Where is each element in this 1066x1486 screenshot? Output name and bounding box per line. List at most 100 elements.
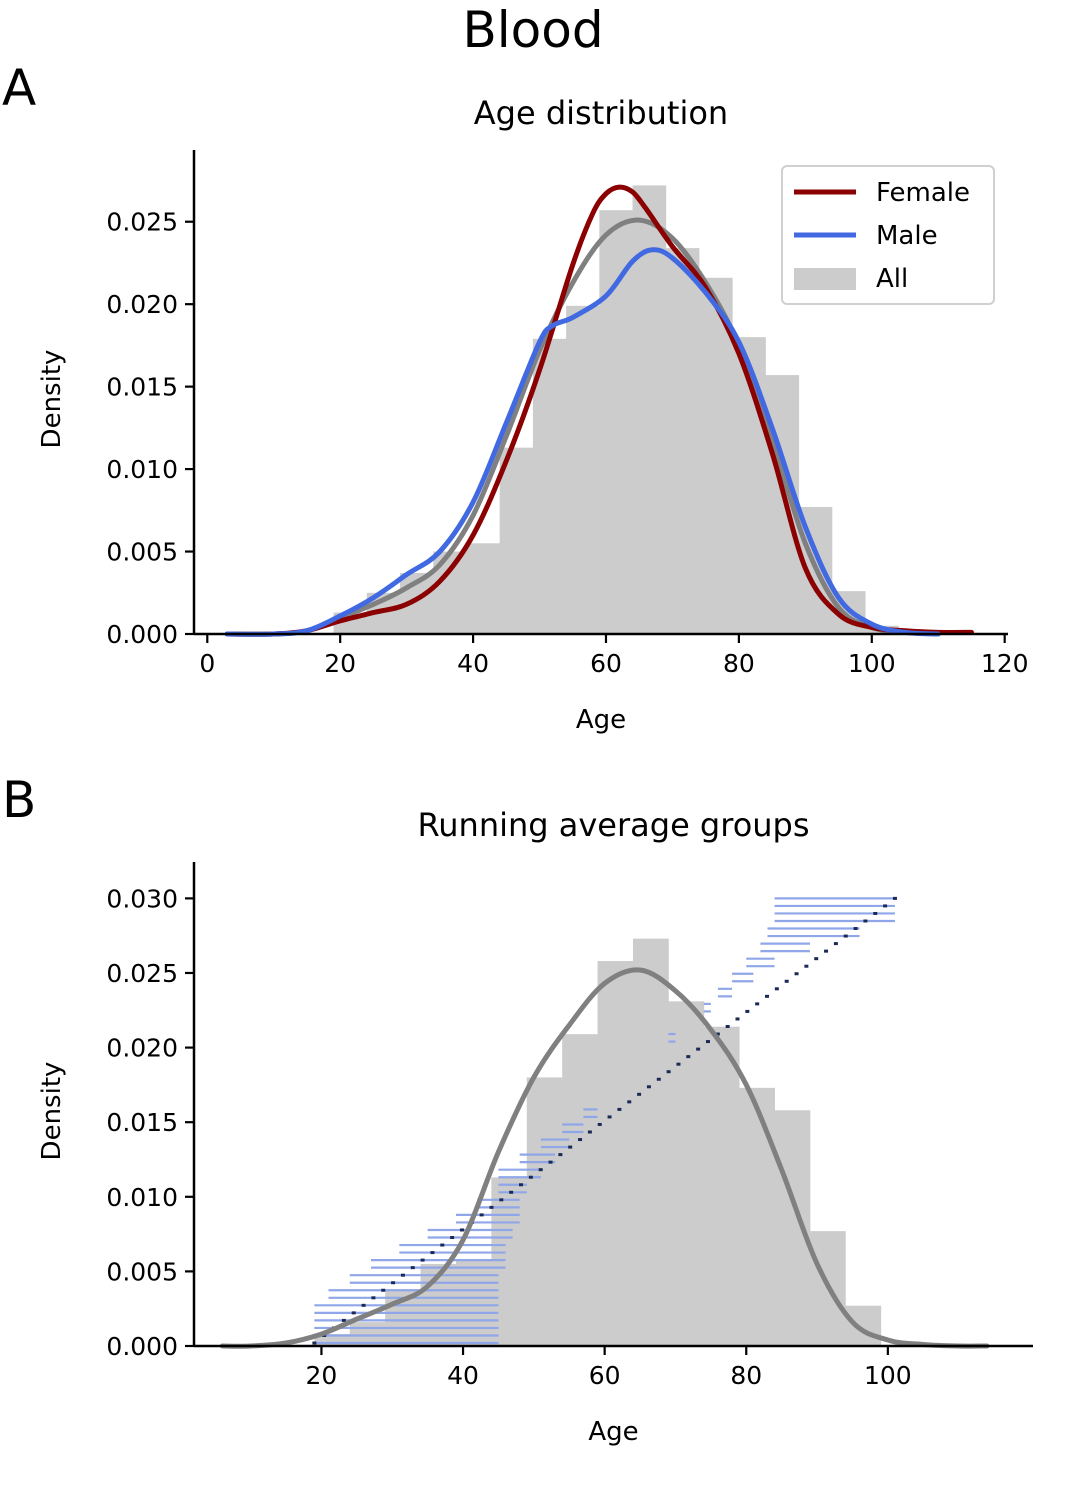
hist-bar (532, 338, 567, 634)
hist-bar (491, 1177, 528, 1346)
x-tick-label: 100 (848, 649, 896, 678)
group-center-marker (646, 1085, 651, 1089)
hist-bar (499, 447, 534, 634)
group-center-marker (765, 994, 770, 998)
x-tick-label: 100 (864, 1361, 912, 1390)
group-center-marker (794, 972, 799, 976)
group-center-marker (814, 957, 819, 961)
group-center-marker (479, 1213, 484, 1217)
group-center-marker (892, 896, 897, 900)
group-center-marker (824, 949, 829, 953)
group-center-marker (548, 1160, 553, 1164)
group-center-marker (430, 1251, 435, 1255)
group-center-marker (607, 1115, 612, 1119)
group-center-marker (597, 1122, 602, 1126)
x-tick-label: 20 (306, 1361, 338, 1390)
group-center-marker (361, 1303, 366, 1307)
y-tick-label: 0.025 (106, 208, 178, 237)
x-axis-label: Age (576, 705, 626, 735)
group-center-marker (440, 1243, 445, 1247)
group-center-marker (499, 1198, 504, 1202)
group-center-marker (351, 1311, 356, 1315)
x-tick-label: 20 (324, 649, 356, 678)
group-center-marker (381, 1288, 386, 1292)
hist-bar (566, 305, 600, 634)
hist-bar (665, 248, 700, 634)
group-center-marker (853, 927, 858, 931)
hist-bar (526, 1077, 563, 1346)
group-center-marker (459, 1228, 464, 1232)
group-center-marker (489, 1205, 494, 1209)
group-center-marker (627, 1100, 632, 1104)
y-tick-label: 0.000 (106, 1332, 178, 1361)
group-center-marker (666, 1070, 671, 1074)
hist-bar (739, 1087, 775, 1346)
group-center-marker (833, 942, 838, 946)
hist-bar (455, 1260, 492, 1346)
group-center-marker (784, 979, 789, 983)
group-center-marker (587, 1130, 592, 1134)
y-tick-label: 0.010 (106, 455, 178, 484)
group-center-marker (450, 1236, 455, 1240)
group-center-marker (420, 1258, 425, 1262)
group-center-marker (774, 987, 779, 991)
group-center-marker (371, 1296, 376, 1300)
group-center-marker (391, 1281, 396, 1285)
y-tick-label: 0.020 (106, 1034, 178, 1063)
y-tick-label: 0.000 (106, 620, 178, 649)
hist-bar (703, 1026, 740, 1346)
chart-title: Age distribution (474, 94, 728, 132)
group-center-marker (873, 911, 878, 915)
kde-line-female (224, 184, 974, 637)
y-tick-label: 0.005 (106, 538, 178, 567)
hist-bar (562, 1034, 598, 1346)
panel-label-a: A (2, 59, 37, 117)
x-tick-label: 60 (590, 649, 622, 678)
group-center-marker (312, 1341, 317, 1345)
y-axis-label: Density (37, 350, 67, 449)
group-center-marker (755, 1002, 760, 1006)
hist-bar (466, 543, 501, 634)
group-center-marker (637, 1092, 642, 1096)
group-center-marker (558, 1153, 563, 1157)
x-tick-label: 80 (730, 1361, 762, 1390)
y-tick-label: 0.010 (106, 1183, 178, 1212)
hist-bar (668, 1001, 705, 1346)
group-center-marker (735, 1017, 740, 1021)
group-center-marker (715, 1032, 720, 1036)
group-center-marker (341, 1318, 346, 1322)
group-center-marker (519, 1183, 524, 1187)
group-center-marker (509, 1190, 514, 1194)
group-center-marker (578, 1138, 583, 1142)
hist-bar (597, 961, 634, 1346)
hist-bar (845, 1305, 882, 1346)
group-center-marker (568, 1145, 573, 1149)
group-center-marker (538, 1168, 543, 1172)
y-tick-label: 0.015 (106, 373, 178, 402)
group-center-marker (400, 1273, 405, 1277)
hist-bar (632, 938, 669, 1346)
kde-line-all (219, 967, 990, 1349)
panel-label-b: B (2, 771, 37, 829)
group-center-marker (528, 1175, 533, 1179)
y-tick-label: 0.015 (106, 1108, 178, 1137)
group-center-marker (410, 1266, 415, 1270)
group-center-marker (656, 1077, 661, 1081)
chart-title: Running average groups (417, 806, 809, 844)
x-tick-label: 80 (723, 649, 755, 678)
group-center-marker (676, 1062, 681, 1066)
kde-line-all (224, 217, 941, 637)
legend-label-female: Female (876, 178, 970, 208)
y-tick-label: 0.005 (106, 1257, 178, 1286)
y-axis-label: Density (37, 1062, 67, 1161)
group-center-marker (843, 934, 848, 938)
group-center-marker (696, 1047, 701, 1051)
kde-line-male (224, 247, 941, 637)
figure-title: Blood (462, 1, 604, 59)
group-center-marker (705, 1040, 710, 1044)
age-distribution-chart: 0 20 40 60 80 100 120 0.000 0.005 0.010 0.015 0.020… (37, 94, 1029, 735)
group-center-marker (863, 919, 868, 923)
group-center-marker (804, 964, 809, 968)
x-tick-label: 40 (447, 1361, 479, 1390)
